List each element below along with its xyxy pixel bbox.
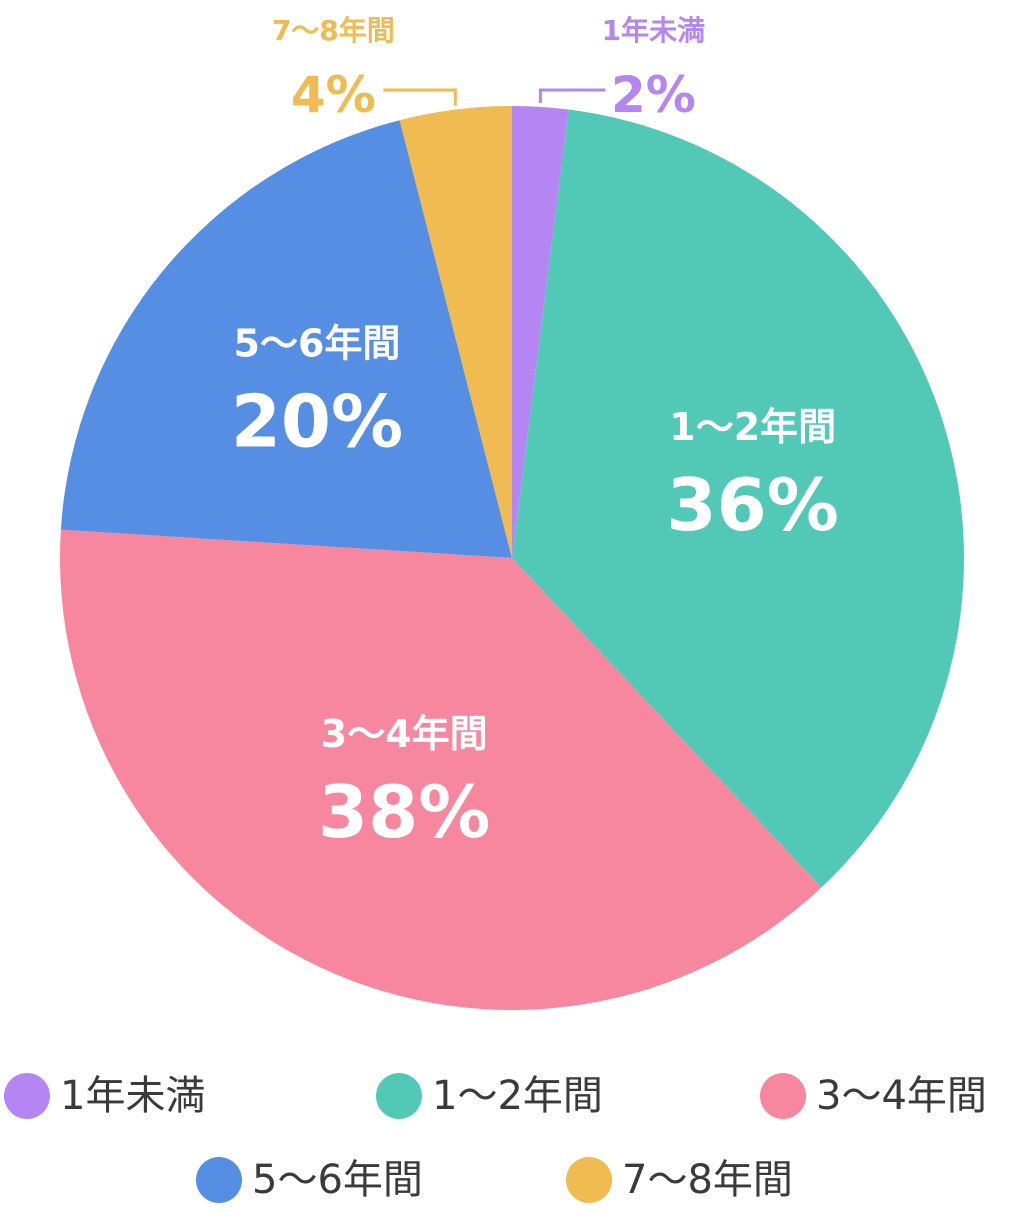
slice-label-under-1-year: 1年未満 bbox=[602, 14, 705, 47]
legend-label: 1年未満 bbox=[60, 1073, 206, 1119]
pie-slices bbox=[59, 106, 965, 1011]
slice-label-7-8-years: 7〜8年間 bbox=[272, 14, 395, 47]
legend-swatch bbox=[760, 1073, 806, 1119]
legend-label: 3〜4年間 bbox=[816, 1073, 987, 1119]
legend-item-1-2-years: 1〜2年間 bbox=[376, 1066, 603, 1126]
legend-item-under-1-year: 1年未満 bbox=[4, 1066, 205, 1126]
legend-row: 1年未満 1〜2年間 3〜4年間 bbox=[0, 1066, 1020, 1126]
leader-lines bbox=[383, 88, 606, 106]
legend-row: 5〜6年間 7〜8年間 bbox=[0, 1150, 1020, 1210]
legend-item-5-6-years: 5〜6年間 bbox=[196, 1150, 423, 1210]
legend-label: 5〜6年間 bbox=[252, 1157, 423, 1203]
pie-slice-5-6-years bbox=[60, 120, 512, 558]
pie-slice-1-2-years bbox=[512, 109, 965, 888]
legend-swatch bbox=[566, 1157, 612, 1203]
legend-swatch bbox=[376, 1073, 422, 1119]
leader-line-7-8-years bbox=[383, 88, 457, 106]
slice-value-3-4-years: 38% bbox=[318, 770, 490, 854]
slice-value-1-2-years: 36% bbox=[667, 463, 839, 547]
slice-value-under-1-year: 2% bbox=[611, 66, 696, 124]
pie-slice-7-8-years bbox=[399, 106, 512, 558]
slice-value-5-6-years: 20% bbox=[231, 380, 403, 464]
leader-line-under-1-year bbox=[538, 88, 606, 103]
slice-label-5-6-years: 5〜6年間 bbox=[234, 322, 401, 366]
slice-labels: 1年未満 2% 1〜2年間 36% 3〜4年間 38% 5〜6年間 20% 7〜8年間 4% bbox=[231, 14, 839, 854]
legend-item-7-8-years: 7〜8年間 bbox=[566, 1150, 793, 1210]
legend-swatch bbox=[196, 1157, 242, 1203]
legend-swatch bbox=[4, 1073, 50, 1119]
legend-label: 7〜8年間 bbox=[622, 1157, 793, 1203]
pie-slice-under-1-year bbox=[512, 106, 569, 558]
legend-item-3-4-years: 3〜4年間 bbox=[760, 1066, 987, 1126]
slice-label-1-2-years: 1〜2年間 bbox=[669, 405, 836, 449]
legend-label: 1〜2年間 bbox=[432, 1073, 603, 1119]
slice-label-3-4-years: 3〜4年間 bbox=[321, 712, 488, 756]
slice-value-7-8-years: 4% bbox=[291, 66, 376, 124]
legend: 1年未満 1〜2年間 3〜4年間 5〜6年間 7〜8年間 bbox=[0, 1040, 1020, 1224]
pie-slice-3-4-years bbox=[59, 529, 822, 1011]
